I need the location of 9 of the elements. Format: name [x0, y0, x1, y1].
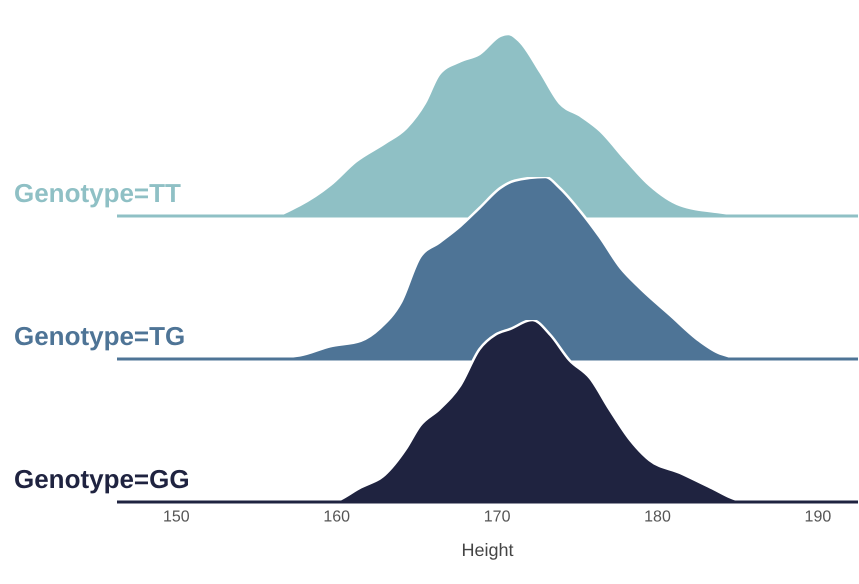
x-tick-label: 150: [162, 508, 190, 526]
x-tick-label: 190: [804, 508, 832, 526]
text: Genotype=TT: [14, 178, 181, 209]
x-tick-label: 160: [323, 508, 350, 526]
text: Genotype=TG: [14, 321, 186, 352]
x-axis-title: Height: [461, 540, 514, 560]
x-tick-label: 180: [644, 508, 671, 526]
text: Genotype=GG: [14, 464, 190, 495]
x-tick-label: 170: [484, 508, 511, 526]
